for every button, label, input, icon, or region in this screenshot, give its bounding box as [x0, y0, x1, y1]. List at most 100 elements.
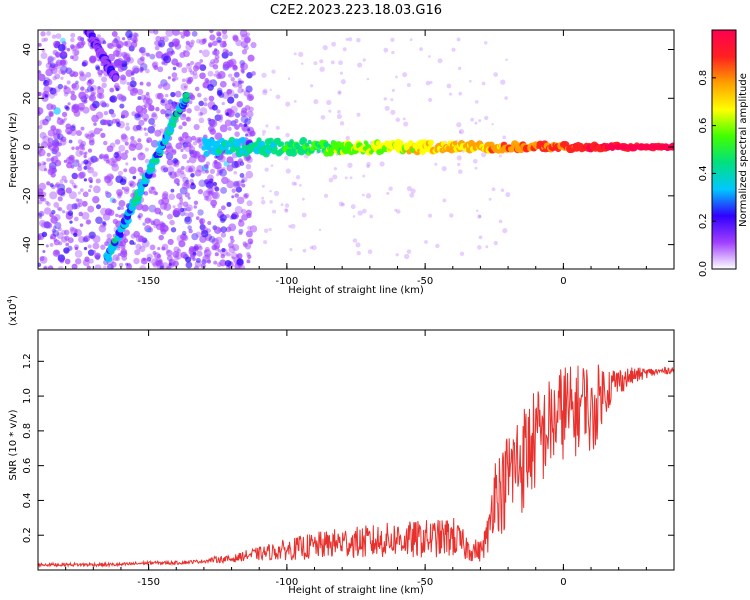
heatmap-cell — [132, 242, 136, 246]
heatmap-cell — [193, 123, 200, 131]
heatmap-cell — [249, 131, 255, 137]
heatmap-cell — [192, 70, 198, 76]
heatmap-cell — [57, 44, 66, 52]
heatmap-cell — [44, 94, 49, 98]
heatmap-cell — [198, 179, 206, 188]
heatmap-cell — [173, 246, 180, 253]
heatmap-cell — [356, 251, 361, 256]
heatmap-cell — [43, 266, 48, 269]
heatmap-cell — [182, 176, 189, 184]
heatmap-cell — [84, 151, 88, 155]
heatmap-cell — [78, 236, 86, 244]
heatmap-cell — [263, 228, 269, 233]
heatmap-cell — [46, 103, 54, 111]
heatmap-cell — [71, 54, 79, 62]
heatmap-cell — [188, 165, 196, 173]
heatmap-cell — [40, 31, 46, 37]
heatmap-cell — [265, 124, 269, 128]
heatmap-cell — [500, 188, 505, 192]
heatmap-cell — [205, 180, 214, 189]
heatmap-cell — [209, 168, 215, 174]
heatmap-cell — [478, 235, 483, 240]
heatmap-cell — [212, 191, 220, 200]
heatmap-cell — [275, 125, 280, 130]
heatmap-cell — [148, 190, 153, 194]
heatmap-cell — [72, 71, 79, 78]
heatmap-cell — [133, 230, 140, 238]
heatmap-cell — [231, 188, 236, 193]
heatmap-cell — [207, 42, 213, 48]
heatmap-cell — [339, 121, 345, 126]
heatmap-cell — [228, 223, 237, 232]
heatmap-cell — [357, 62, 363, 68]
heatmap-cell — [150, 139, 159, 148]
heatmap-cell — [125, 69, 133, 77]
heatmap-cell — [216, 87, 223, 94]
heatmap-cell — [201, 145, 207, 151]
heatmap-cell — [221, 91, 230, 99]
heatmap-cell — [86, 219, 92, 225]
heatmap-cell — [110, 261, 117, 268]
heatmap-cell — [83, 154, 87, 159]
heatmap-cell — [448, 92, 453, 96]
heatmap-cell — [119, 103, 125, 109]
heatmap-cell — [293, 99, 297, 103]
heatmap-cell — [336, 114, 342, 120]
heatmap-cell — [47, 141, 53, 148]
heatmap-cell — [504, 96, 508, 100]
heatmap-cell — [81, 211, 90, 220]
heatmap-cell — [246, 252, 251, 257]
heatmap-cell — [269, 200, 273, 204]
heatmap-cell — [199, 235, 207, 243]
heatmap-cell — [117, 194, 122, 199]
heatmap-cell — [123, 54, 131, 61]
heatmap-cell — [106, 233, 112, 239]
heatmap-cell — [186, 116, 192, 122]
heatmap-cell — [212, 50, 217, 56]
heatmap-cell — [105, 159, 110, 164]
heatmap-cell — [457, 162, 461, 167]
heatmap-cell — [112, 218, 119, 225]
snr-x-tick-label: 0 — [560, 577, 566, 588]
snr-y-tick-label: 0.8 — [22, 423, 33, 439]
heatmap-cell — [217, 39, 221, 44]
heatmap-cell — [41, 48, 46, 53]
heatmap-cell — [168, 41, 175, 48]
heatmap-cell — [206, 187, 215, 196]
heatmap-cell — [155, 223, 163, 230]
heatmap-cell — [51, 139, 60, 147]
heatmap-cell — [149, 244, 156, 251]
heatmap-cell — [239, 60, 246, 66]
heatmap-cell — [241, 107, 248, 114]
heatmap-cell — [342, 47, 347, 52]
heatmap-cell — [190, 173, 195, 178]
heatmap-cell — [195, 216, 200, 220]
heatmap-cell — [151, 112, 157, 118]
heatmap-cell — [260, 199, 266, 205]
heatmap-cell — [141, 50, 147, 56]
snr-y-tick-label: 1.2 — [22, 353, 33, 369]
colorbar-ticks: 0.0 0.2 0.4 0.6 0.8 — [698, 70, 716, 277]
heatmap-cell — [38, 210, 45, 217]
heatmap-cell — [280, 203, 284, 207]
snr-x-tick-label: -150 — [137, 577, 160, 588]
heatmap-cell — [485, 245, 489, 249]
heatmap-cell — [128, 166, 137, 175]
heatmap-cell — [181, 67, 188, 74]
heatmap-cell — [222, 167, 226, 171]
heatmap-cell — [55, 59, 63, 66]
heatmap-cell — [167, 76, 172, 80]
heatmap-cell — [156, 262, 165, 269]
heatmap-cell — [452, 140, 458, 146]
heatmap-cell — [70, 164, 75, 169]
heatmap-cell — [362, 58, 366, 62]
heatmap-cell — [71, 83, 77, 89]
heatmap-cell — [269, 88, 272, 92]
heatmap-cell — [83, 178, 88, 182]
heatmap-cell — [116, 122, 121, 127]
heatmap-cell — [298, 51, 304, 57]
heatmap-cell — [209, 34, 216, 41]
heatmap-cell — [235, 186, 242, 193]
heatmap-cell — [182, 201, 189, 208]
heatmap-cell — [237, 83, 243, 89]
